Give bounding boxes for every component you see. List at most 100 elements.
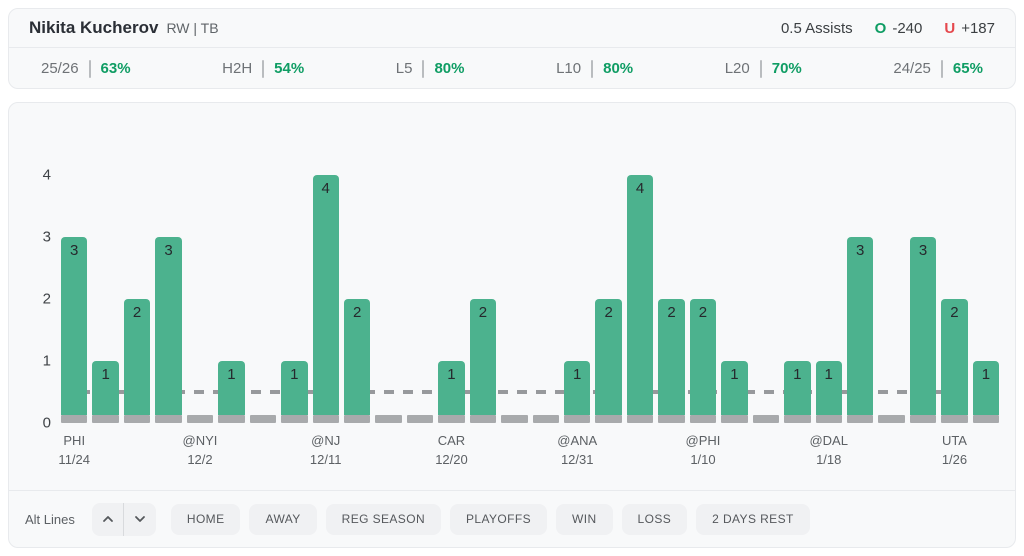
bar-base-stub: [438, 415, 465, 423]
game-bar[interactable]: 1: [92, 153, 119, 423]
filter-pill-2-days-rest[interactable]: 2 DAYS REST: [696, 503, 810, 535]
game-bar[interactable]: 1 @DAL 1/18: [809, 153, 848, 467]
bar-value-label: 2: [132, 304, 142, 321]
bar-value-segment: 2: [658, 299, 685, 415]
game-bar[interactable]: [375, 153, 402, 423]
bar-base-stub: [626, 415, 654, 423]
hit-rate-stats-row: 25/26 63% H2H 54% L5 80% L10 80% L20 70% 24/25 65%: [9, 48, 1015, 89]
opponent-label: @NJ: [311, 433, 341, 448]
bar-base-stub: [784, 415, 811, 423]
stepper-separator: [123, 502, 125, 536]
x-axis-label: CAR 12/20: [435, 432, 468, 470]
zero-value-stub: [375, 415, 402, 423]
date-label: 12/2: [187, 451, 213, 467]
game-bar[interactable]: 4: [626, 153, 654, 423]
y-axis-tick-3: 3: [42, 228, 51, 246]
game-bar[interactable]: 3: [909, 153, 937, 423]
stat-label: 25/26: [41, 60, 79, 77]
zero-value-stub: [878, 415, 905, 423]
game-bar[interactable]: 2: [595, 153, 622, 423]
game-bar[interactable]: 1: [972, 153, 1000, 423]
game-bar[interactable]: [878, 153, 905, 423]
x-axis-label: @NJ 12/11: [310, 432, 342, 470]
zero-value-stub: [532, 415, 559, 423]
game-bar[interactable]: 3 PHI 11/24: [58, 153, 90, 467]
filter-pill-away[interactable]: AWAY: [249, 503, 317, 535]
bar-base-stub: [155, 415, 182, 423]
bar-value-segment: 3: [909, 237, 937, 415]
filter-pill-playoffs[interactable]: PLAYOFFS: [450, 503, 548, 535]
filter-pill-reg-season[interactable]: REG SEASON: [325, 503, 442, 535]
zero-value-stub: [406, 415, 434, 423]
filter-pill-win[interactable]: WIN: [556, 503, 613, 535]
filter-toolbar: Alt Lines HOME AWAY REG SEASON PLAYOFFS WIN L…: [9, 491, 1015, 547]
stat-divider: [759, 59, 762, 78]
alt-lines-label: Alt Lines: [25, 511, 75, 527]
x-axis-label: UTA 1/26: [942, 432, 967, 470]
performance-chart-card: 0 1 2 3 4 3 PHI 11/24 1 2 3 @NYI 12/2 1 1 4 @NJ 12/11 2 1 C…: [8, 102, 1016, 548]
bar-value-segment: 1: [784, 361, 811, 415]
bar-base-stub: [721, 415, 748, 423]
stat-value: 80%: [603, 60, 634, 77]
bar-value-segment: 4: [312, 175, 339, 415]
bar-base-stub: [218, 415, 245, 423]
stat-group-h2h: H2H 54%: [222, 59, 305, 78]
bar-value-label: 1: [824, 366, 833, 383]
bar-value-segment: 1: [281, 361, 308, 415]
game-bar[interactable]: 2 UTA 1/26: [941, 153, 968, 467]
game-bar[interactable]: 1: [721, 153, 748, 423]
game-bar[interactable]: [406, 153, 434, 423]
stat-value: 65%: [952, 60, 983, 77]
bar-value-segment: 1: [438, 361, 465, 415]
player-name: Nikita Kucherov: [29, 18, 159, 37]
stat-label: L5: [395, 60, 413, 77]
header-row: Nikita Kucherov RW | TB 0.5 Assists O -2…: [9, 9, 1015, 48]
game-bar[interactable]: 2: [469, 153, 497, 423]
x-axis-label: @ANA 12/31: [557, 432, 597, 470]
plot-area: 3 PHI 11/24 1 2 3 @NYI 12/2 1 1 4 @NJ 12/11 2 1 CAR 12/2…: [58, 153, 1000, 467]
bar-value-label: 3: [918, 242, 928, 259]
x-axis-label: @NYI 12/2: [183, 432, 218, 470]
alt-line-down-button[interactable]: [124, 503, 156, 536]
game-bar[interactable]: 4 @NJ 12/11: [310, 153, 342, 467]
stat-divider: [422, 59, 425, 78]
stat-value: 70%: [771, 60, 802, 77]
game-bar[interactable]: 2: [123, 153, 151, 423]
stat-divider: [591, 59, 594, 78]
game-bar[interactable]: 1: [281, 153, 308, 423]
filter-pill-loss[interactable]: LOSS: [621, 503, 688, 535]
bar-value-segment: 2: [595, 299, 622, 415]
chevron-up-icon: [102, 516, 113, 522]
game-bar[interactable]: 1: [218, 153, 245, 423]
game-bar[interactable]: [532, 153, 559, 423]
bar-value-label: 1: [227, 366, 236, 383]
filter-pill-home[interactable]: HOME: [170, 503, 241, 535]
bar-base-stub: [564, 415, 591, 423]
alt-line-up-button[interactable]: [92, 503, 124, 536]
bar-value-segment: 2: [689, 299, 717, 415]
stat-group-25-26: 25/26 63%: [41, 59, 131, 78]
stat-value: 54%: [274, 60, 305, 77]
game-bar[interactable]: 2 @PHI 1/10: [686, 153, 720, 467]
game-bar[interactable]: 2: [343, 153, 371, 423]
game-bar[interactable]: 3: [846, 153, 874, 423]
bar-base-stub: [123, 415, 151, 423]
game-bar[interactable]: 3: [155, 153, 182, 423]
stat-divider: [262, 59, 265, 78]
game-bar[interactable]: [249, 153, 277, 423]
chevron-down-icon: [135, 516, 146, 522]
y-axis-tick-2: 2: [42, 290, 51, 308]
game-bar[interactable]: [752, 153, 780, 423]
alt-lines-stepper: [91, 502, 156, 536]
game-bar[interactable]: [501, 153, 528, 423]
game-bar[interactable]: @NYI 12/2: [183, 153, 217, 467]
opponent-label: @DAL: [809, 433, 848, 448]
game-bar[interactable]: 2: [658, 153, 685, 423]
bar-value-segment: 3: [846, 237, 874, 415]
bar-value-segment: 1: [721, 361, 748, 415]
over-marker: O: [874, 19, 887, 37]
game-bar[interactable]: 1 CAR 12/20: [435, 153, 468, 467]
stat-label: L10: [556, 60, 582, 77]
game-bar[interactable]: 1 @ANA 12/31: [557, 153, 597, 467]
game-bar[interactable]: 1: [784, 153, 811, 423]
